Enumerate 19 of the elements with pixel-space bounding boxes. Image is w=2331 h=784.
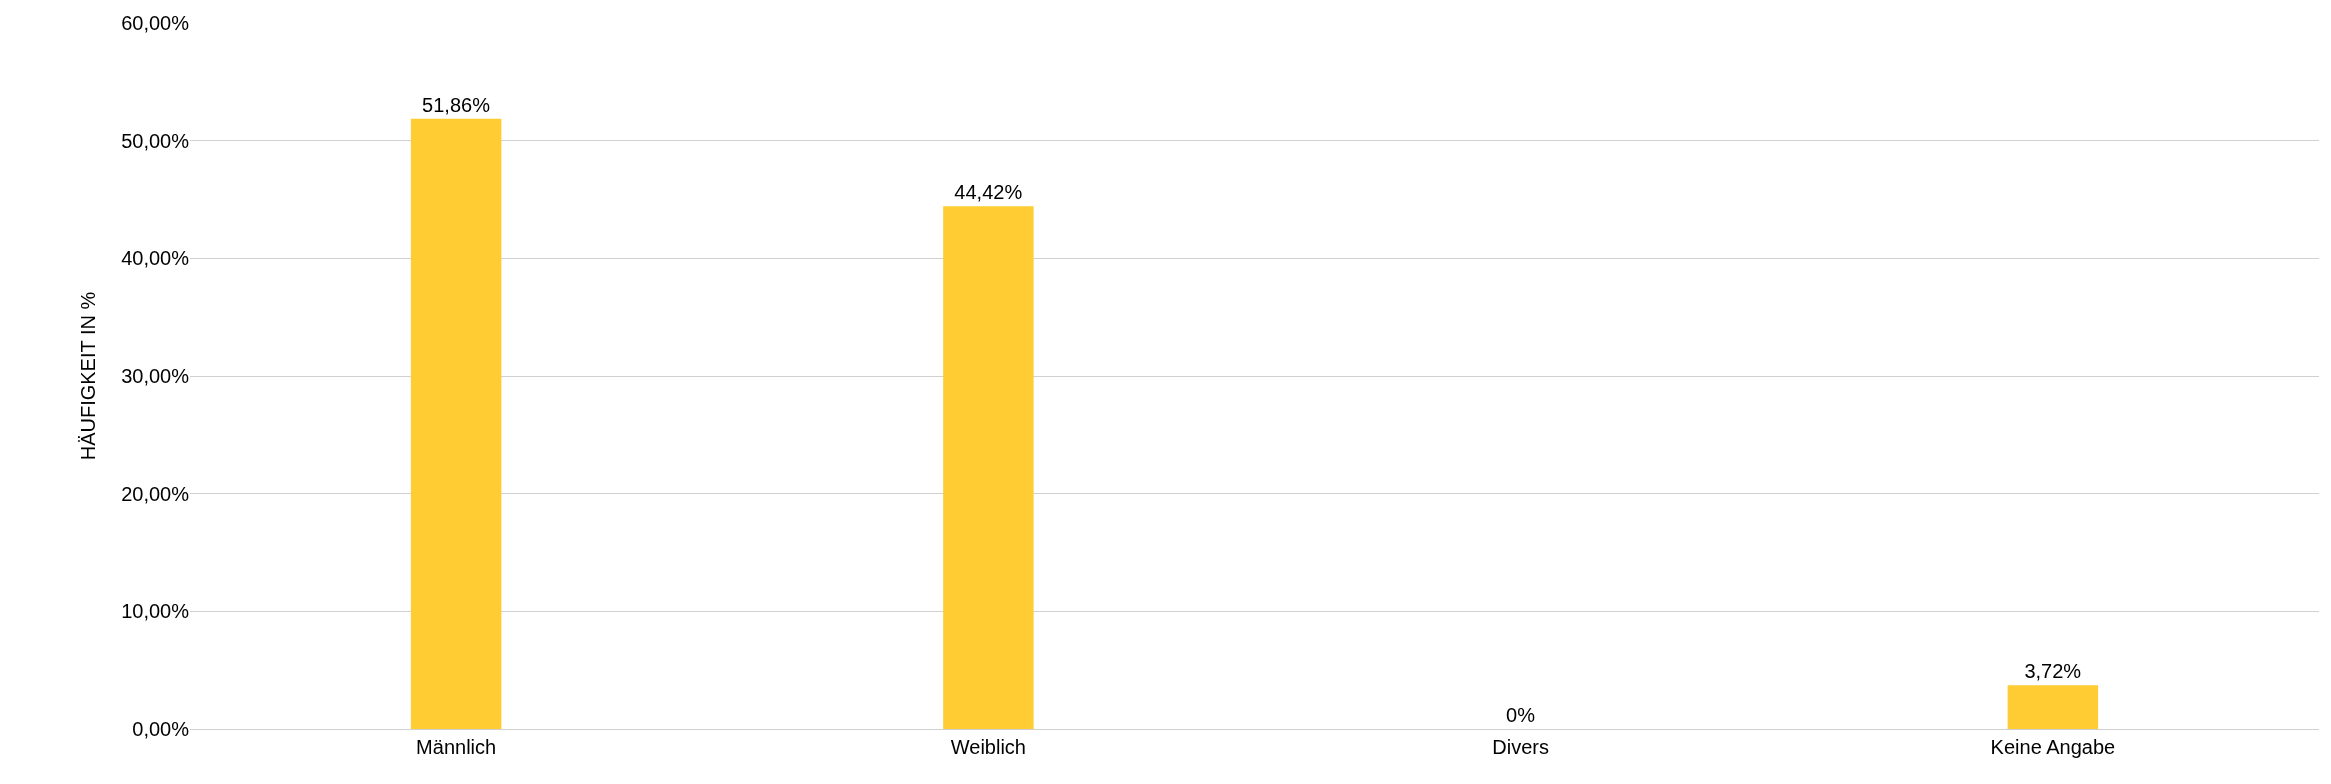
x-tick-label: Divers	[1492, 736, 1549, 758]
y-tick-label: 20,00%	[121, 482, 190, 505]
bar	[943, 206, 1034, 729]
bar	[2007, 685, 2099, 729]
x-tick-label: Weiblich	[950, 736, 1026, 758]
y-tick-label: 0,00%	[132, 718, 190, 740]
data-label: 51,86%	[422, 93, 491, 116]
y-axis-title: HÄUFIGKEIT IN %	[76, 291, 99, 461]
y-tick-label: 50,00%	[121, 129, 190, 152]
y-tick-label: 40,00%	[121, 247, 190, 270]
y-tick-label: 10,00%	[121, 600, 190, 623]
data-label: 44,42%	[954, 181, 1023, 204]
data-label: 3,72%	[2024, 660, 2082, 683]
x-tick-label: Keine Angabe	[1990, 736, 2116, 758]
x-tick-label: Männlich	[416, 736, 497, 758]
bar	[410, 118, 502, 729]
data-label: 0%	[1506, 704, 1536, 726]
y-tick-label: 30,00%	[121, 365, 190, 387]
y-tick-label: 60,00%	[121, 12, 190, 34]
